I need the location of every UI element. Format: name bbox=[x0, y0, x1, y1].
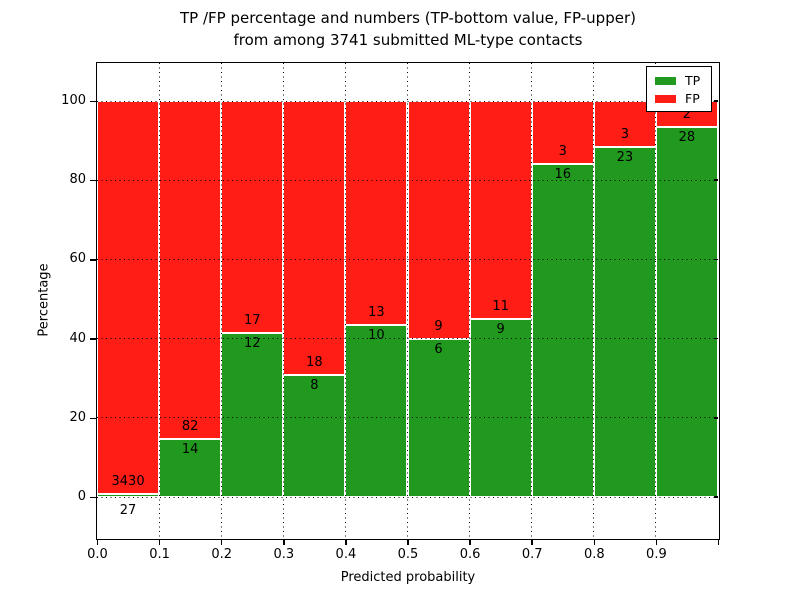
tp-bar bbox=[345, 324, 408, 497]
tp-bar bbox=[97, 493, 160, 497]
legend: TP FP bbox=[646, 66, 712, 112]
chart-title-line2: from among 3741 submitted ML-type contac… bbox=[233, 30, 583, 49]
chart-title: TP /FP percentage and numbers (TP-bottom… bbox=[96, 8, 720, 52]
y-tick-label: 0 bbox=[77, 489, 86, 504]
fp-bar bbox=[531, 101, 594, 164]
x-tick bbox=[345, 540, 347, 545]
tp-bar bbox=[221, 333, 284, 497]
x-tick-label: 0.9 bbox=[646, 547, 667, 562]
x-tick bbox=[283, 540, 285, 545]
y-tick-label: 60 bbox=[69, 251, 86, 267]
x-tick bbox=[158, 540, 161, 545]
tp-bar bbox=[283, 375, 346, 497]
fp-bar bbox=[221, 101, 284, 334]
tp-bar bbox=[469, 318, 532, 497]
x-tick-label: 0.2 bbox=[211, 547, 233, 562]
x-tick bbox=[655, 540, 658, 545]
legend-label-tp: TP bbox=[685, 72, 701, 88]
y-tick bbox=[90, 179, 96, 182]
tp-bar bbox=[407, 338, 470, 497]
x-tick-label: 0.4 bbox=[335, 547, 357, 562]
tp-bar bbox=[531, 163, 594, 497]
y-tick bbox=[90, 496, 96, 499]
fp-bar bbox=[159, 101, 222, 440]
y-axis-label: Percentage bbox=[36, 263, 52, 337]
plot-area: 3430 27 82 14 17 12 18 8 13 10 9 6 11 9 3 16 3 23 2 28 TP F… bbox=[96, 62, 720, 540]
x-tick bbox=[220, 540, 223, 545]
x-tick bbox=[407, 540, 409, 545]
legend-entry-fp: FP bbox=[655, 90, 711, 108]
chart-title-line1: TP /FP percentage and numbers (TP-bottom… bbox=[180, 9, 636, 27]
y-tick-label: 20 bbox=[69, 409, 86, 425]
x-tick bbox=[593, 540, 596, 545]
tp-bar bbox=[159, 439, 222, 497]
x-tick bbox=[96, 540, 99, 545]
tp-bar bbox=[593, 146, 656, 497]
x-tick-label: 0.8 bbox=[583, 547, 605, 562]
x-tick bbox=[469, 540, 471, 545]
fp-bar bbox=[407, 101, 470, 339]
x-tick-label: 0.6 bbox=[459, 547, 481, 562]
x-tick-label: 0.0 bbox=[87, 547, 108, 562]
fp-bar bbox=[469, 101, 532, 319]
x-tick-label: 0.7 bbox=[521, 547, 543, 562]
x-tick bbox=[717, 540, 720, 545]
fp-bar bbox=[345, 101, 408, 325]
y-tick bbox=[90, 100, 96, 103]
bars-layer bbox=[97, 63, 718, 538]
tp-bar bbox=[655, 127, 718, 497]
y-tick bbox=[90, 259, 96, 261]
legend-label-fp: FP bbox=[685, 90, 700, 106]
legend-swatch-tp bbox=[655, 77, 676, 85]
x-tick-label: 0.1 bbox=[149, 547, 170, 562]
x-axis-label: Predicted probability bbox=[340, 570, 476, 585]
fp-bar bbox=[283, 101, 346, 376]
x-tick-label: 0.3 bbox=[273, 547, 295, 562]
y-tick-label: 40 bbox=[69, 330, 86, 346]
legend-swatch-fp bbox=[655, 95, 676, 103]
y-tick-label: 100 bbox=[61, 93, 86, 108]
y-tick bbox=[90, 417, 96, 420]
x-tick-label: 0.5 bbox=[397, 547, 419, 562]
fp-bar bbox=[97, 101, 160, 494]
x-tick bbox=[531, 540, 533, 545]
legend-entry-tp: TP bbox=[655, 72, 711, 90]
y-tick-label: 80 bbox=[69, 172, 86, 188]
y-tick bbox=[90, 338, 96, 340]
